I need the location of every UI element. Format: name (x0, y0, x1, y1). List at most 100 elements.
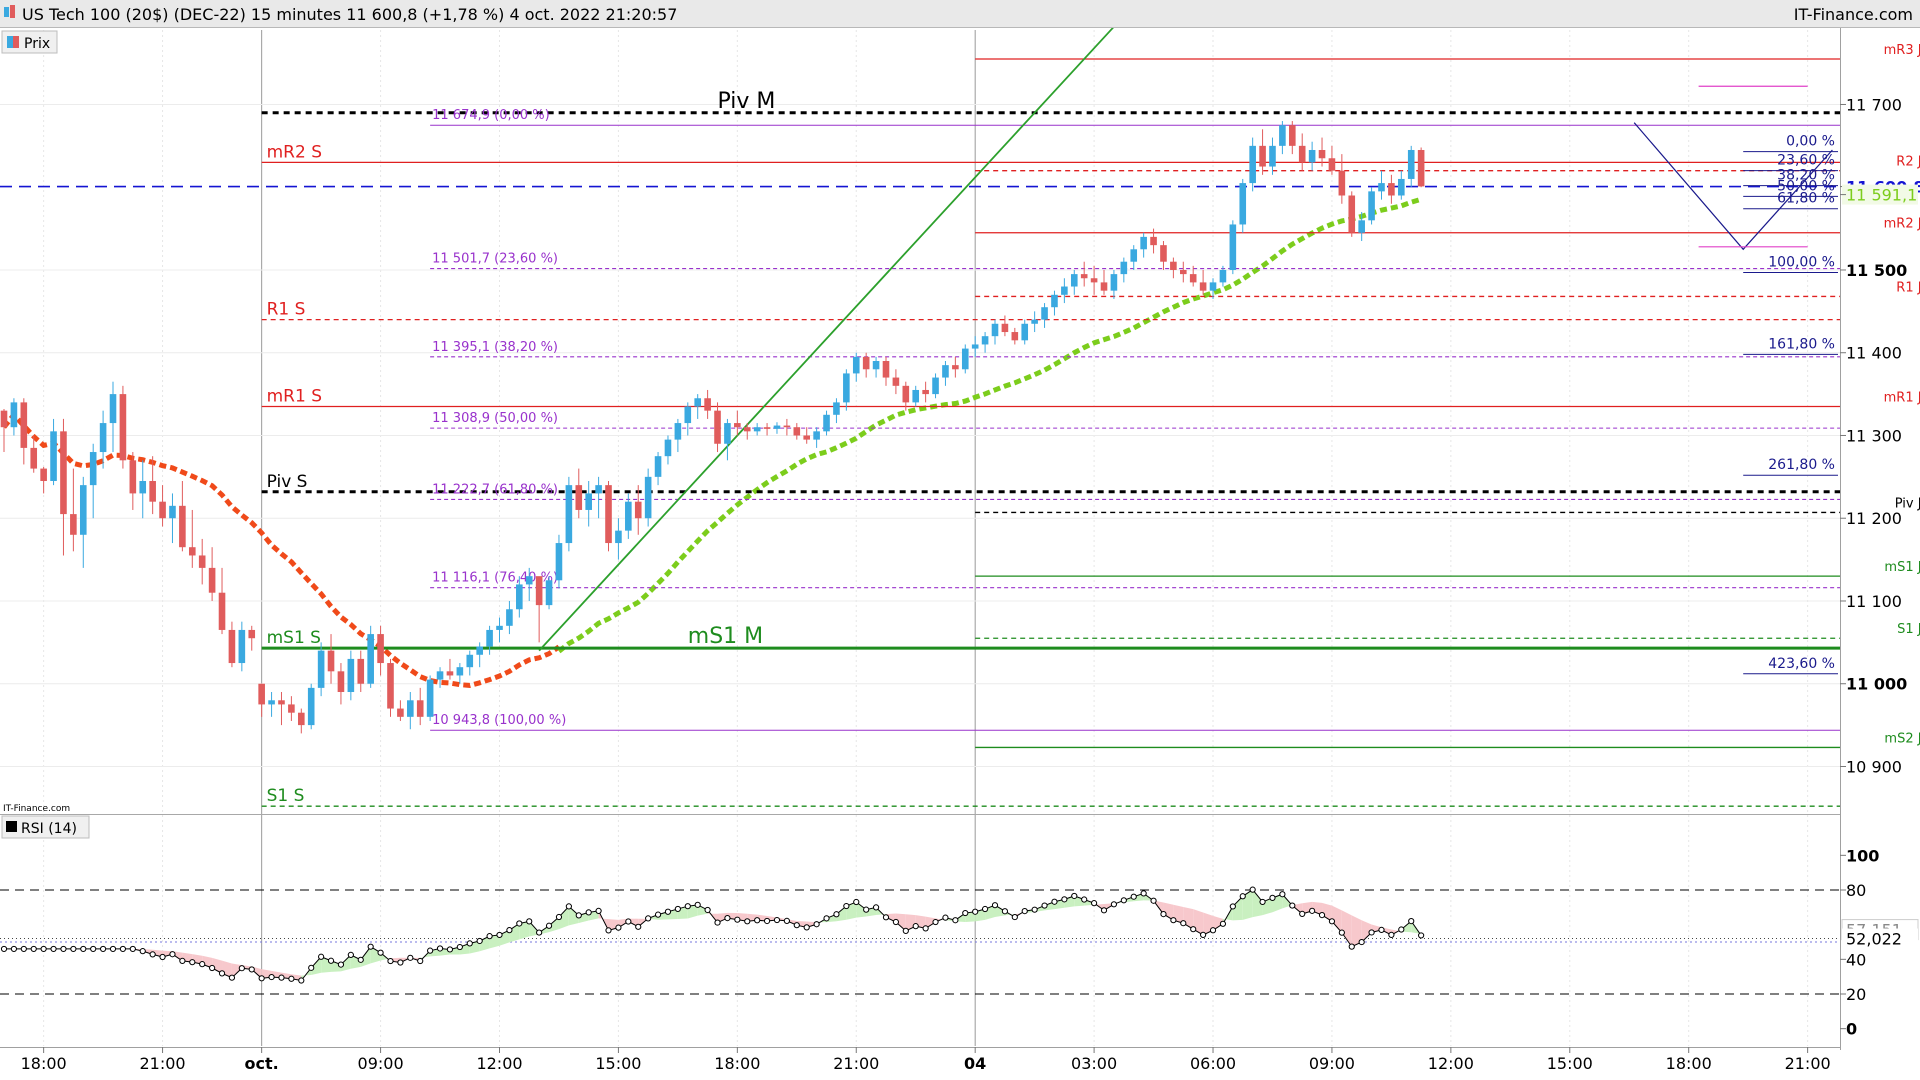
rsi-point-98 (972, 908, 979, 915)
candle-body-1 (10, 402, 18, 428)
candle-body-98 (971, 344, 979, 349)
fibo-label-6: 10 943,8 (100,00 %) (432, 713, 566, 728)
rsi-point-13 (129, 945, 136, 953)
candle-body-143 (1417, 149, 1425, 187)
candle-body-36 (357, 658, 365, 684)
candle-body-133 (1318, 149, 1326, 159)
rsi-point-117 (1160, 910, 1167, 918)
legend-price-icon-bar (13, 36, 19, 48)
candle-body-83 (823, 414, 830, 432)
fibonacci-retracement: 11 674,9 (0,00 %) 11 501,7 (23,60 %) 11 39… (430, 108, 1840, 731)
rsi-point-14 (139, 948, 146, 955)
candle-body-138 (1368, 191, 1375, 221)
rsi-point-38 (377, 949, 384, 956)
time-label-2: 21:00 (140, 1054, 186, 1073)
ext-label-8: 423,60 % (1768, 656, 1835, 672)
candle-body-43 (426, 679, 434, 717)
rsi-point-52 (516, 920, 523, 927)
rsi-point-39 (387, 957, 394, 965)
candle-body-70 (694, 398, 701, 407)
candle-body-37 (367, 634, 374, 684)
rsi-point-112 (1110, 901, 1118, 908)
candle-body-139 (1378, 183, 1385, 192)
rsi-point-66 (654, 911, 662, 918)
level-label-4: Piv S (267, 472, 308, 492)
ext-label-3: 50,00 % (1777, 178, 1835, 194)
ext-label-2: 38,20 % (1777, 168, 1835, 184)
rsi-point-31 (308, 964, 315, 971)
candles (0, 121, 1425, 734)
candle-body-24 (238, 629, 246, 664)
rsi-tick-label-2: 40 (1846, 950, 1866, 969)
candle-body-96 (952, 365, 959, 370)
candle-body-120 (1189, 274, 1197, 283)
rsi-point-50 (496, 931, 503, 939)
rsi-point-1 (10, 945, 18, 953)
rsi-point-20 (199, 961, 206, 968)
watermark: IT-Finance.com (3, 804, 70, 814)
grid (0, 30, 1840, 1046)
candle-body-14 (139, 480, 147, 494)
chart-title: US Tech 100 (20$) (DEC-22) 15 minutes 11… (22, 5, 677, 24)
rsi-point-97 (962, 909, 969, 917)
candle-body-31 (307, 687, 315, 726)
candle-body-134 (1328, 158, 1336, 171)
ext-pattern (1633, 122, 1833, 251)
rsi-point-41 (407, 954, 414, 961)
rsi-point-129 (1279, 891, 1286, 898)
pivot-levels: Piv M mR2 S R1 S mR1 S Piv S mS1 S S1 S mS1 M mR… (0, 43, 1920, 807)
rsi-fill-32 (311, 956, 322, 976)
candle-body-112 (1110, 274, 1118, 291)
time-label-14: 15:00 (1547, 1054, 1593, 1073)
candle-body-38 (377, 634, 384, 664)
rsi-point-92 (912, 923, 919, 930)
time-label-6: 15:00 (595, 1054, 641, 1073)
candle-body-15 (149, 480, 156, 502)
level-label-7: mS1 M (688, 624, 763, 649)
moving-averages (2, 196, 1422, 688)
candle-body-117 (1160, 245, 1167, 262)
candle-body-74 (734, 423, 741, 428)
candle-body-92 (912, 389, 920, 403)
rsi-fill-91 (895, 913, 906, 931)
ext-label-6: 161,80 % (1768, 336, 1835, 352)
rsi-point-28 (278, 974, 285, 981)
legend-rsi[interactable] (1, 815, 90, 839)
rsi-point-11 (109, 945, 117, 953)
candle-body-82 (813, 431, 820, 440)
candle-body-52 (516, 584, 523, 610)
rsi-point-93 (922, 925, 929, 932)
rsi-fill-53 (519, 921, 530, 940)
rsi-point-54 (536, 929, 543, 936)
candle-body-3 (30, 447, 38, 469)
rsi-point-15 (149, 951, 156, 958)
candle-body-2 (20, 402, 28, 448)
rsi-point-90 (892, 918, 900, 926)
rsi-fill-67 (658, 911, 668, 920)
rsi-point-103 (1021, 907, 1028, 915)
rsi-point-143 (1418, 932, 1425, 939)
rsi-point-8 (80, 945, 87, 953)
candle-body-25 (248, 629, 256, 639)
rsi-point-18 (179, 957, 186, 964)
rsi-point-118 (1170, 917, 1177, 924)
price-tick-label-5: 11 300 (1846, 426, 1902, 445)
candle-body-34 (337, 671, 345, 693)
candle-body-130 (1289, 125, 1296, 146)
rsi-tick-label-3: 20 (1846, 985, 1866, 1004)
candle-body-78 (773, 425, 781, 429)
rsi-fill-35 (340, 954, 351, 972)
candle-body-50 (496, 625, 503, 630)
candle-body-76 (753, 427, 761, 432)
rsi-point-42 (417, 957, 424, 965)
rsi-point-133 (1318, 911, 1326, 919)
candle-body-9 (89, 452, 97, 486)
rsi-point-84 (833, 911, 840, 918)
rsi-fill-109 (1074, 895, 1085, 907)
level-label-5: mS1 S (267, 628, 321, 648)
rsi-fill-138 (1361, 920, 1372, 943)
ma-tag-bg-2 (1842, 184, 1918, 205)
level-label-6: S1 S (267, 786, 305, 806)
